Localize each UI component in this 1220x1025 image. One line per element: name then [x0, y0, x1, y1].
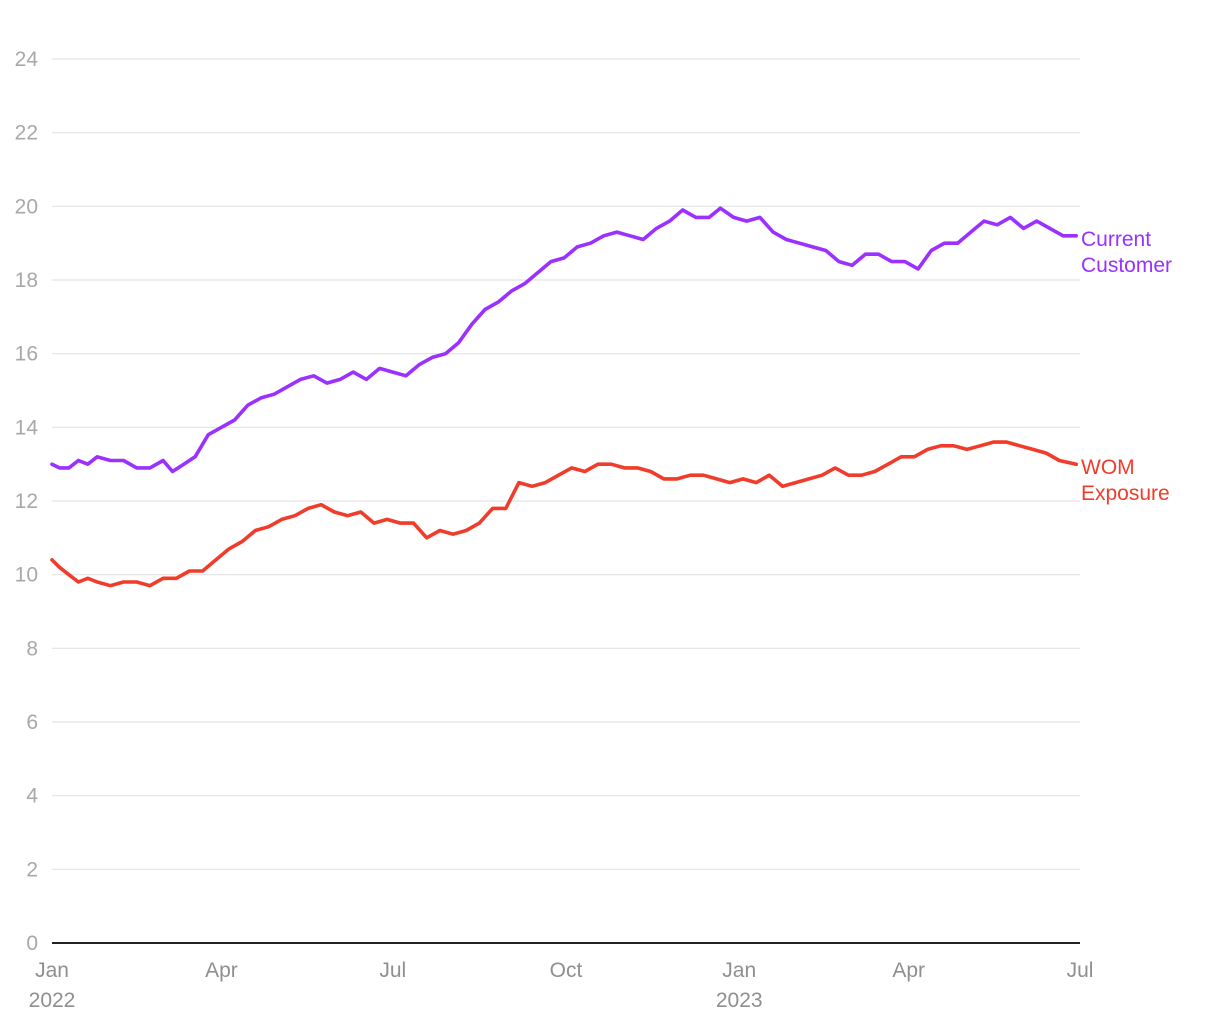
x-tick-year-label: 2023: [716, 989, 763, 1012]
series-line-current-customer: [50, 206, 1078, 474]
x-tick-label: Apr: [205, 959, 238, 982]
series-line-wom-exposure: [50, 440, 1078, 588]
y-tick-label: 0: [26, 932, 38, 955]
series-label: Current: [1081, 228, 1151, 251]
y-tick-label: 10: [15, 564, 38, 587]
x-tick-year-label: 2022: [29, 989, 76, 1012]
series-label: Exposure: [1081, 482, 1170, 505]
y-tick-label: 18: [15, 269, 38, 292]
x-tick-label: Jan: [722, 959, 756, 982]
y-tick-label: 22: [15, 122, 38, 145]
series-label: WOM: [1081, 456, 1135, 479]
x-tick-label: Apr: [892, 959, 925, 982]
x-tick-label: Jul: [1067, 959, 1094, 982]
y-tick-label: 12: [15, 490, 38, 513]
y-tick-label: 14: [15, 416, 39, 439]
y-tick-label: 6: [26, 711, 38, 734]
y-tick-label: 20: [15, 195, 38, 218]
x-tick-label: Jul: [379, 959, 406, 982]
y-tick-label: 16: [15, 343, 38, 366]
y-tick-label: 2: [26, 858, 38, 881]
x-axis: Jan 2022 Apr Jul Oct Jan 2023 Apr Jul: [29, 942, 1094, 1012]
y-tick-label: 24: [15, 48, 39, 71]
x-tick-label: Oct: [550, 959, 583, 982]
y-tick-label: 4: [26, 785, 38, 808]
grid-layer: [52, 58, 1080, 870]
series-labels: Current Customer WOM Exposure: [1081, 228, 1172, 505]
series-layer: [50, 206, 1078, 588]
series-label: Customer: [1081, 254, 1172, 277]
x-tick-label: Jan: [35, 959, 69, 982]
y-tick-label: 8: [26, 637, 38, 660]
